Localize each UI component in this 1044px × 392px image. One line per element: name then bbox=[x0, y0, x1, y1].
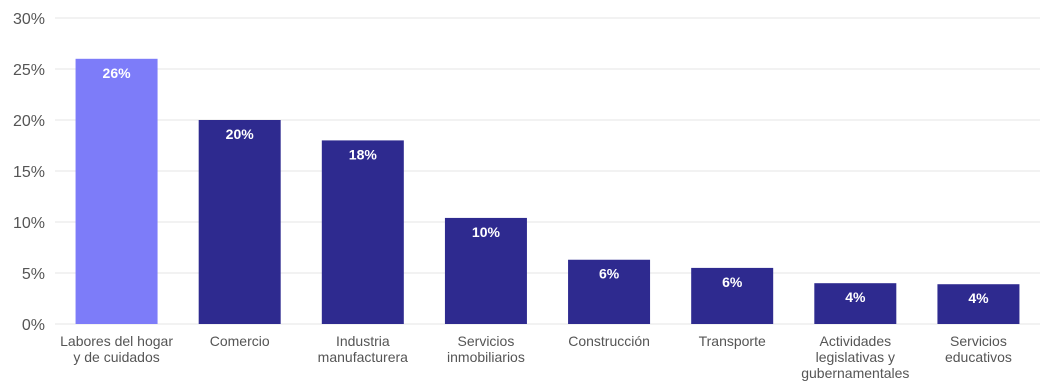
bar bbox=[937, 284, 1020, 324]
category-label: Servicios inmobiliarios bbox=[447, 333, 525, 365]
category-label-line: y de cuidados bbox=[73, 349, 159, 365]
category-label: Construcción bbox=[568, 333, 650, 349]
y-tick-label: 10% bbox=[13, 215, 45, 232]
data-label: 10% bbox=[472, 224, 501, 240]
category-label: Industria manufacturera bbox=[318, 333, 408, 365]
bar bbox=[691, 267, 774, 324]
bar bbox=[75, 58, 158, 325]
category-label-line: Servicios bbox=[950, 333, 1007, 349]
y-tick-label: 25% bbox=[13, 62, 45, 79]
x-axis-category-labels: Labores del hogar y de cuidados Comercio In… bbox=[60, 333, 1012, 381]
y-tick-label: 30% bbox=[13, 11, 45, 28]
category-label-line: Comercio bbox=[210, 333, 270, 349]
category-label-line: Actividades bbox=[820, 333, 892, 349]
data-label: 6% bbox=[722, 274, 743, 290]
bar bbox=[321, 140, 404, 324]
bar bbox=[568, 259, 651, 324]
data-labels: 26% 20% 18% 10% 6% 6% 4% 4% bbox=[103, 65, 990, 306]
y-tick-label: 20% bbox=[13, 113, 45, 130]
y-tick-label: 15% bbox=[13, 164, 45, 181]
category-label: Labores del hogar y de cuidados bbox=[60, 333, 173, 365]
y-tick-label: 5% bbox=[22, 266, 45, 283]
data-label: 4% bbox=[845, 289, 866, 305]
y-axis-tick-labels: 0% 5% 10% 15% 20% 25% 30% bbox=[13, 11, 45, 334]
category-label-line: Transporte bbox=[699, 333, 766, 349]
category-label-line: educativos bbox=[945, 349, 1012, 365]
data-label: 6% bbox=[599, 266, 620, 282]
category-label-line: Industria bbox=[336, 333, 390, 349]
data-label: 4% bbox=[968, 290, 989, 306]
category-label-line: Labores del hogar bbox=[60, 333, 173, 349]
bar bbox=[444, 217, 527, 324]
category-label: Actividades legislativas y gubernamentales bbox=[801, 333, 909, 381]
category-label: Transporte bbox=[699, 333, 766, 349]
category-label: Comercio bbox=[210, 333, 270, 349]
category-label-line: Servicios bbox=[458, 333, 515, 349]
category-label-line: gubernamentales bbox=[801, 365, 909, 381]
y-tick-label: 0% bbox=[22, 317, 45, 334]
data-label: 20% bbox=[226, 126, 255, 142]
category-label-line: inmobiliarios bbox=[447, 349, 525, 365]
bar bbox=[198, 120, 281, 324]
bar bbox=[814, 283, 897, 324]
category-label-line: Construcción bbox=[568, 333, 650, 349]
category-label: Servicios educativos bbox=[945, 333, 1012, 365]
category-label-line: manufacturera bbox=[318, 349, 408, 365]
data-label: 18% bbox=[349, 146, 378, 162]
data-label: 26% bbox=[103, 65, 132, 81]
category-label-line: legislativas y bbox=[816, 349, 895, 365]
bars bbox=[75, 58, 1020, 325]
